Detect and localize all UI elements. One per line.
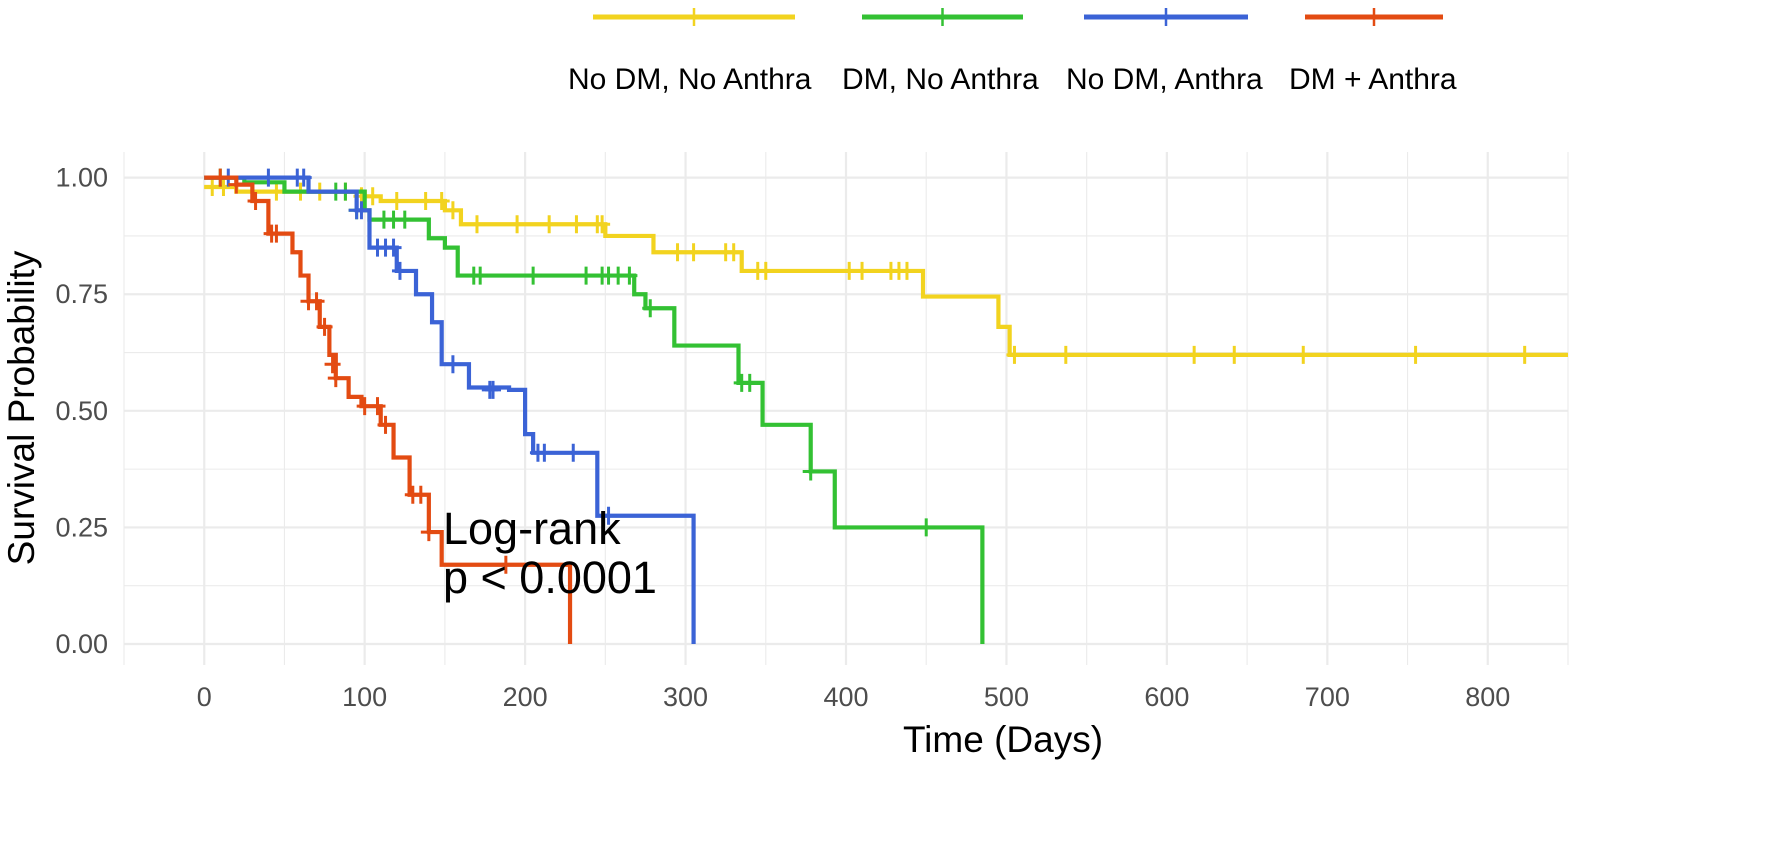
censor-mark: [308, 292, 325, 311]
censor-mark: [536, 443, 553, 462]
x-tick-label: 100: [342, 682, 387, 712]
censor-mark: [741, 373, 758, 392]
censor-mark: [485, 380, 502, 399]
censor-mark: [472, 266, 489, 285]
x-tick-label: 0: [197, 682, 212, 712]
series-layer: [204, 168, 1568, 645]
y-ticks: 0.00 0.25 0.50 0.75 1.00: [55, 163, 108, 659]
censor-mark: [685, 243, 702, 262]
legend-label: No DM, Anthra: [1066, 63, 1263, 96]
censor-mark: [353, 201, 370, 220]
censor-mark: [621, 266, 638, 285]
censor-mark: [369, 397, 386, 416]
censor-mark: [1407, 345, 1424, 364]
censor-mark: [396, 210, 413, 229]
censor-mark: [412, 485, 429, 504]
censor-mark: [420, 523, 437, 542]
y-axis-title: Survival Probability: [1, 250, 42, 565]
censor-mark: [295, 168, 312, 187]
censor-mark: [324, 355, 341, 374]
censor-mark: [898, 261, 915, 280]
censor-mark: [568, 215, 585, 234]
x-ticks: 0 100 200 300 400 500 600 700 800: [197, 682, 1511, 712]
censor-mark: [260, 168, 277, 187]
y-tick-label: 0.75: [55, 279, 108, 309]
censor-mark: [247, 191, 264, 210]
censor-mark: [364, 187, 381, 206]
x-axis-title: Time (Days): [903, 719, 1103, 760]
y-tick-label: 0.50: [55, 396, 108, 426]
censor-mark: [215, 177, 232, 196]
censor-mark: [669, 243, 686, 262]
censor-mark: [594, 215, 611, 234]
censor-mark: [497, 555, 514, 574]
legend-label: DM, No Anthra: [842, 63, 1039, 96]
grid: [123, 152, 1569, 665]
censor-mark: [316, 317, 333, 336]
censor-mark: [444, 201, 461, 220]
censor-mark: [212, 168, 229, 187]
censor-mark: [388, 191, 405, 210]
censor-mark: [802, 462, 819, 481]
censor-mark: [600, 506, 617, 525]
legend-label: No DM, No Anthra: [568, 63, 812, 96]
censor-mark: [377, 415, 394, 434]
censor-mark: [725, 243, 742, 262]
x-tick-label: 200: [503, 682, 548, 712]
censor-mark: [565, 443, 582, 462]
censor-mark: [228, 175, 245, 194]
series-3: [204, 168, 573, 645]
censor-mark: [468, 215, 485, 234]
censor-mark: [1186, 345, 1203, 364]
censor-mark: [391, 261, 408, 280]
censor-mark: [1057, 345, 1074, 364]
logrank-label: Log-rank: [443, 503, 621, 554]
series-2: [204, 168, 696, 645]
x-tick-label: 400: [823, 682, 868, 712]
censor-mark: [578, 266, 595, 285]
legend-item: No DM, No Anthra: [568, 8, 812, 96]
legend-label: DM + Anthra: [1289, 63, 1457, 96]
legend-item: No DM, Anthra: [1066, 8, 1263, 96]
censor-mark: [1006, 345, 1023, 364]
censor-mark: [1295, 345, 1312, 364]
y-tick-label: 0.00: [55, 629, 108, 659]
y-tick-label: 0.25: [55, 512, 108, 542]
censor-mark: [642, 299, 659, 318]
censor-mark: [327, 369, 344, 388]
censor-mark: [268, 182, 285, 201]
legend-item: DM, No Anthra: [842, 8, 1039, 96]
x-tick-label: 700: [1305, 682, 1350, 712]
censor-mark: [525, 266, 542, 285]
censor-mark: [1516, 345, 1533, 364]
censor-mark: [918, 518, 935, 537]
legend: No DM, No Anthra DM, No Anthra No DM, Anth…: [568, 8, 1457, 96]
x-tick-label: 300: [663, 682, 708, 712]
censor-mark: [509, 215, 526, 234]
censor-mark: [1226, 345, 1243, 364]
censor-mark: [268, 224, 285, 243]
censor-mark: [433, 191, 450, 210]
x-tick-label: 800: [1465, 682, 1510, 712]
censor-mark: [444, 355, 461, 374]
x-tick-label: 600: [1144, 682, 1189, 712]
survival-curve: [204, 175, 696, 645]
x-tick-label: 500: [984, 682, 1029, 712]
censor-mark: [417, 191, 434, 210]
logrank-pvalue: p < 0.0001: [443, 552, 657, 603]
y-tick-label: 1.00: [55, 163, 108, 193]
legend-item: DM + Anthra: [1289, 8, 1457, 96]
censor-mark: [385, 238, 402, 257]
censor-mark: [854, 261, 871, 280]
censor-mark: [757, 261, 774, 280]
censor-mark: [541, 215, 558, 234]
